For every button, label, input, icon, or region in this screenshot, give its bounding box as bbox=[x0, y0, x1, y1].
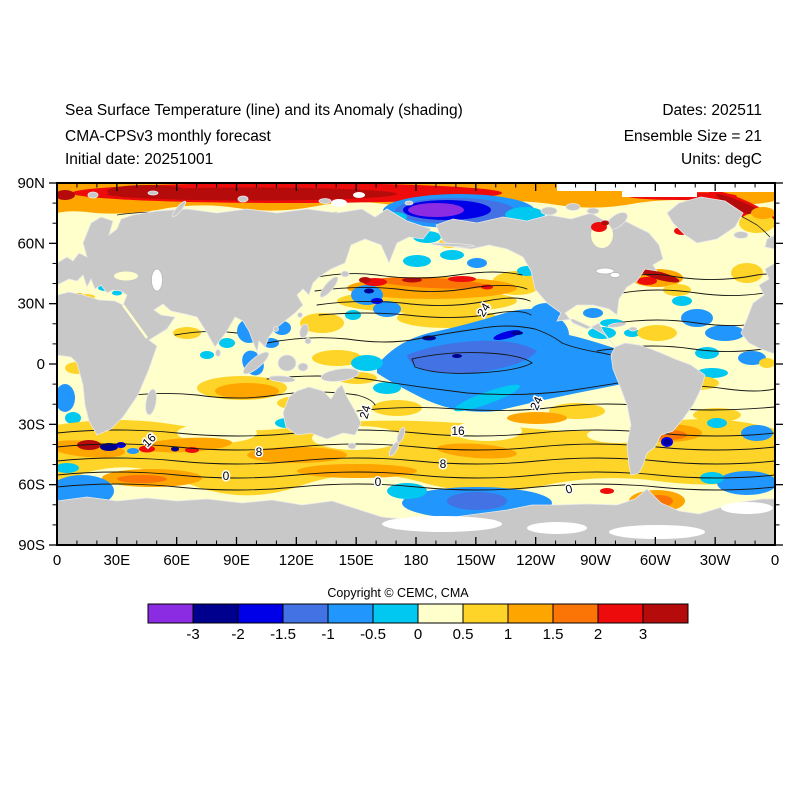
no-data-regions bbox=[331, 183, 775, 539]
x-axis-tick-label: 120W bbox=[516, 552, 556, 569]
colorbar-segment bbox=[417, 603, 464, 624]
x-axis-tick-label: 0 bbox=[53, 552, 61, 569]
colorbar-tick-label: 0 bbox=[414, 626, 422, 643]
x-axis-tick-label: 90W bbox=[580, 552, 612, 569]
plot-ensemble-size: Ensemble Size = 21 bbox=[624, 128, 762, 145]
land-new-guinea bbox=[320, 368, 360, 382]
colorbar-tick-label: -2 bbox=[231, 626, 244, 643]
colorbar-segment bbox=[372, 603, 419, 624]
land-aleutians bbox=[430, 242, 476, 248]
x-axis-tick-label: 90E bbox=[223, 552, 250, 569]
contour-label: 8 bbox=[256, 445, 263, 459]
anomaly-colorbar: -3 -2 -1.5 -1 -0.5 0 0.5 1 1.5 2 3 bbox=[147, 603, 689, 643]
colorbar-tick-label: -1.5 bbox=[270, 626, 296, 643]
colorbar-tick-label: -3 bbox=[186, 626, 199, 643]
land-iceland bbox=[733, 231, 749, 239]
land-borneo bbox=[277, 354, 297, 372]
colorbar-tick-label: -0.5 bbox=[360, 626, 386, 643]
colorbar-tick-label: 2 bbox=[594, 626, 602, 643]
land-europe-africa-wrap bbox=[740, 262, 775, 355]
colorbar-segment bbox=[507, 603, 554, 624]
contour-label: 16 bbox=[451, 424, 465, 438]
colorbar-segment bbox=[462, 603, 509, 624]
colorbar-segment bbox=[597, 603, 644, 624]
x-axis-tick-label: 150E bbox=[339, 552, 374, 569]
caspian-sea bbox=[151, 268, 163, 292]
colorbar-segment bbox=[327, 603, 374, 624]
plot-initial-date: Initial date: 20251001 bbox=[65, 151, 213, 168]
y-axis-tick-label: 0 bbox=[37, 356, 45, 373]
copyright-notice: Copyright © CEMC, CMA bbox=[327, 586, 469, 600]
y-axis-tick-label: 90N bbox=[17, 175, 45, 192]
y-axis-tick-label: 30S bbox=[18, 416, 45, 433]
great-lakes bbox=[595, 267, 615, 275]
plot-dates: Dates: 202511 bbox=[662, 102, 762, 119]
sst-contours bbox=[57, 202, 775, 491]
land-south-america bbox=[610, 342, 706, 476]
contour-label: 24 bbox=[357, 403, 374, 420]
x-axis-tick-label: 180 bbox=[403, 552, 428, 569]
land-greenland bbox=[666, 196, 744, 244]
x-axis-tick-label: 30E bbox=[103, 552, 130, 569]
colorbar-tick-label: 0.5 bbox=[453, 626, 474, 643]
contour-label: 8 bbox=[440, 457, 447, 471]
land-japan bbox=[319, 276, 339, 298]
land-java bbox=[268, 375, 296, 383]
colorbar-segment bbox=[192, 603, 239, 624]
plot-units: Units: degC bbox=[681, 151, 762, 168]
colorbar-tick-label: 1 bbox=[504, 626, 512, 643]
plot-title: Sea Surface Temperature (line) and its A… bbox=[65, 102, 463, 119]
x-axis-tick-label: 60W bbox=[640, 552, 672, 569]
x-axis-tick-label: 30W bbox=[700, 552, 732, 569]
colorbar-segment bbox=[147, 603, 194, 624]
colorbar-segment bbox=[237, 603, 284, 624]
x-axis-tick-label: 120E bbox=[279, 552, 314, 569]
y-axis-tick-label: 90S bbox=[18, 537, 45, 554]
colorbar-tick-label: 1.5 bbox=[543, 626, 564, 643]
x-axis-tick-label: 150W bbox=[456, 552, 496, 569]
land-uk-wrap bbox=[764, 234, 775, 250]
contour-label: 0 bbox=[375, 475, 382, 489]
map-axes: 0 30E 60E 90E 120E 150E 180 150W 120W 90W 60W 30W 09… bbox=[17, 175, 783, 569]
persian-gulf bbox=[156, 307, 170, 315]
y-axis-tick-label: 60N bbox=[17, 235, 45, 252]
plot-header: Sea Surface Temperature (line) and its A… bbox=[65, 102, 762, 168]
plot-subtitle: CMA-CPSv3 monthly forecast bbox=[65, 128, 272, 145]
land-tasmania bbox=[347, 442, 357, 450]
land-australia bbox=[282, 384, 362, 440]
red-sea bbox=[121, 304, 149, 339]
land-philippines bbox=[299, 323, 309, 339]
land-madagascar bbox=[145, 388, 157, 416]
x-axis-tick-label: 60E bbox=[163, 552, 190, 569]
contour-label: 0 bbox=[223, 469, 230, 483]
colorbar-tick-label: -1 bbox=[321, 626, 334, 643]
colorbar-segment bbox=[282, 603, 329, 624]
colorbar-tick-label: 3 bbox=[639, 626, 647, 643]
y-axis-tick-label: 30N bbox=[17, 296, 45, 313]
land-sumatra bbox=[242, 351, 270, 375]
y-axis-tick-label: 60S bbox=[18, 477, 45, 494]
colorbar-segment bbox=[552, 603, 599, 624]
inland-seas bbox=[114, 220, 621, 339]
black-sea bbox=[114, 271, 138, 281]
colorbar-segment bbox=[642, 603, 689, 624]
x-axis-tick-label: 0 bbox=[771, 552, 779, 569]
